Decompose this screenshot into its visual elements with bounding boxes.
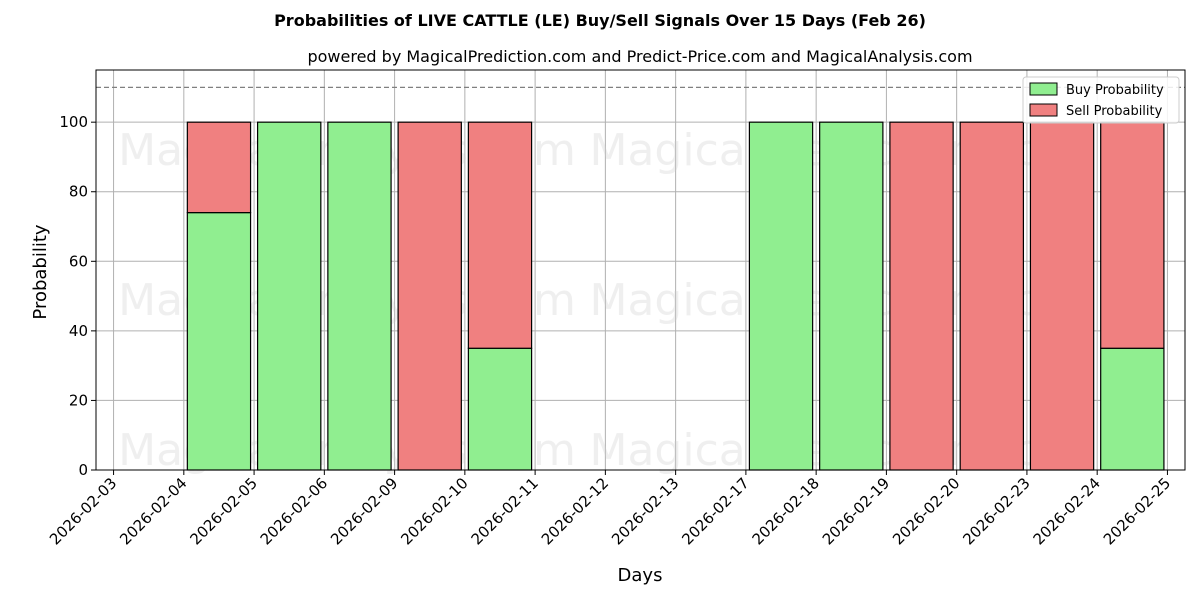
buy-bar bbox=[186, 212, 252, 471]
buy-bar bbox=[256, 121, 322, 471]
y-ticks: 0 20 40 60 80 100 bbox=[59, 113, 96, 479]
x-tick-label: 2026-02-06 bbox=[257, 474, 331, 548]
x-tick-label: 2026-02-24 bbox=[1030, 474, 1104, 548]
x-tick-label: 2026-02-12 bbox=[538, 474, 612, 548]
y-tick-label: 20 bbox=[69, 391, 88, 409]
legend-label: Sell Probability bbox=[1066, 104, 1163, 119]
x-tick-label: 2026-02-04 bbox=[116, 474, 190, 548]
y-tick-label: 60 bbox=[69, 252, 88, 270]
buy-bar bbox=[327, 121, 392, 471]
sell-bar bbox=[889, 121, 954, 471]
x-tick-label: 2026-02-18 bbox=[749, 474, 823, 548]
x-tick-label: 2026-02-19 bbox=[819, 474, 893, 548]
x-tick-label: 2026-02-17 bbox=[678, 474, 752, 548]
x-tick-label: 2026-02-03 bbox=[46, 474, 120, 548]
bars bbox=[186, 121, 1165, 471]
chart-subtitle: powered by MagicalPrediction.com and Pre… bbox=[307, 47, 972, 66]
x-tick-label: 2026-02-13 bbox=[608, 474, 682, 548]
legend-box bbox=[1022, 76, 1180, 124]
y-tick-label: 0 bbox=[78, 461, 88, 479]
x-ticks: 2026-02-032026-02-042026-02-052026-02-06… bbox=[46, 470, 1174, 548]
y-tick-label: 100 bbox=[59, 113, 88, 131]
sell-bar bbox=[1029, 121, 1095, 471]
y-tick-label: 40 bbox=[69, 322, 88, 340]
plot-frame bbox=[95, 69, 1186, 471]
x-tick-label: 2026-02-05 bbox=[187, 474, 261, 548]
y-tick-label: 80 bbox=[69, 183, 88, 201]
chart-title: Probabilities of LIVE CATTLE (LE) Buy/Se… bbox=[274, 11, 926, 30]
sell-bar bbox=[959, 121, 1025, 471]
x-tick-label: 2026-02-10 bbox=[397, 474, 471, 548]
x-tick-label: 2026-02-25 bbox=[1100, 474, 1174, 548]
x-tick-label: 2026-02-09 bbox=[327, 474, 401, 548]
x-tick-label: 2026-02-20 bbox=[889, 474, 963, 548]
buy-bar bbox=[748, 121, 814, 471]
buy-bar bbox=[819, 121, 884, 471]
y-axis-label: Probability bbox=[30, 224, 51, 319]
legend: Buy Probability Sell Probability bbox=[1022, 76, 1180, 124]
x-axis-label: Days bbox=[618, 565, 663, 586]
legend-swatch bbox=[1029, 103, 1058, 117]
sell-bar bbox=[1100, 121, 1165, 349]
buy-bar bbox=[467, 347, 533, 471]
legend-swatch bbox=[1029, 82, 1058, 96]
legend-label: Buy Probability bbox=[1066, 83, 1164, 98]
sell-bar bbox=[186, 121, 252, 214]
sell-bar bbox=[467, 121, 533, 349]
buy-bar bbox=[1100, 347, 1165, 471]
x-tick-label: 2026-02-11 bbox=[468, 474, 542, 548]
x-tick-label: 2026-02-23 bbox=[959, 474, 1033, 548]
sell-bar bbox=[397, 121, 462, 471]
